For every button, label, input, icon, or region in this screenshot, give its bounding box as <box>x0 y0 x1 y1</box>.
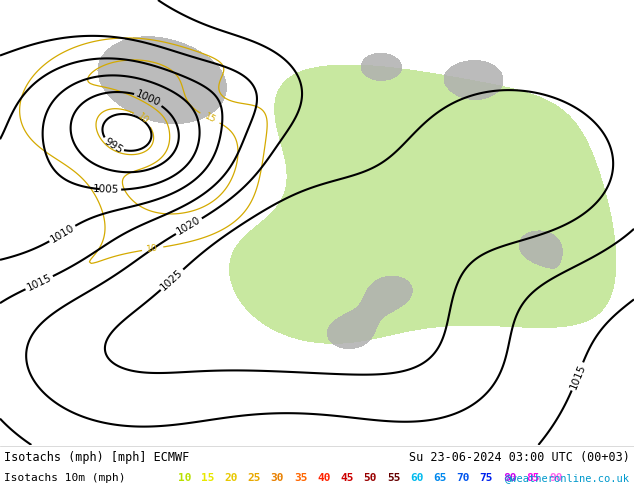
Text: 35: 35 <box>294 473 307 483</box>
Text: 10: 10 <box>146 244 159 254</box>
Text: 45: 45 <box>340 473 354 483</box>
Text: 1025: 1025 <box>159 267 185 293</box>
Text: 1000: 1000 <box>134 89 162 108</box>
Text: 1020: 1020 <box>175 215 203 237</box>
Text: 60: 60 <box>410 473 424 483</box>
Text: 75: 75 <box>479 473 493 483</box>
Text: 90: 90 <box>549 473 563 483</box>
Text: 70: 70 <box>456 473 470 483</box>
Text: 1015: 1015 <box>568 363 587 391</box>
Text: 1010: 1010 <box>49 222 76 245</box>
Text: Su 23-06-2024 03:00 UTC (00+03): Su 23-06-2024 03:00 UTC (00+03) <box>409 451 630 465</box>
Text: @weatheronline.co.uk: @weatheronline.co.uk <box>505 473 630 483</box>
Text: 50: 50 <box>364 473 377 483</box>
Text: 55: 55 <box>387 473 400 483</box>
Text: 15: 15 <box>201 473 215 483</box>
Text: 10: 10 <box>178 473 191 483</box>
Text: 80: 80 <box>503 473 516 483</box>
Text: 995: 995 <box>102 136 124 155</box>
Text: 65: 65 <box>433 473 447 483</box>
Text: Isotachs 10m (mph): Isotachs 10m (mph) <box>4 473 126 483</box>
Text: 30: 30 <box>271 473 284 483</box>
Text: 85: 85 <box>526 473 540 483</box>
Text: 10: 10 <box>136 112 150 126</box>
Text: 15: 15 <box>203 112 217 125</box>
Text: 20: 20 <box>224 473 238 483</box>
Text: 25: 25 <box>248 473 261 483</box>
Text: Isotachs (mph) [mph] ECMWF: Isotachs (mph) [mph] ECMWF <box>4 451 190 465</box>
Text: 1005: 1005 <box>93 184 119 195</box>
Text: 1015: 1015 <box>25 272 53 293</box>
Text: 40: 40 <box>317 473 331 483</box>
